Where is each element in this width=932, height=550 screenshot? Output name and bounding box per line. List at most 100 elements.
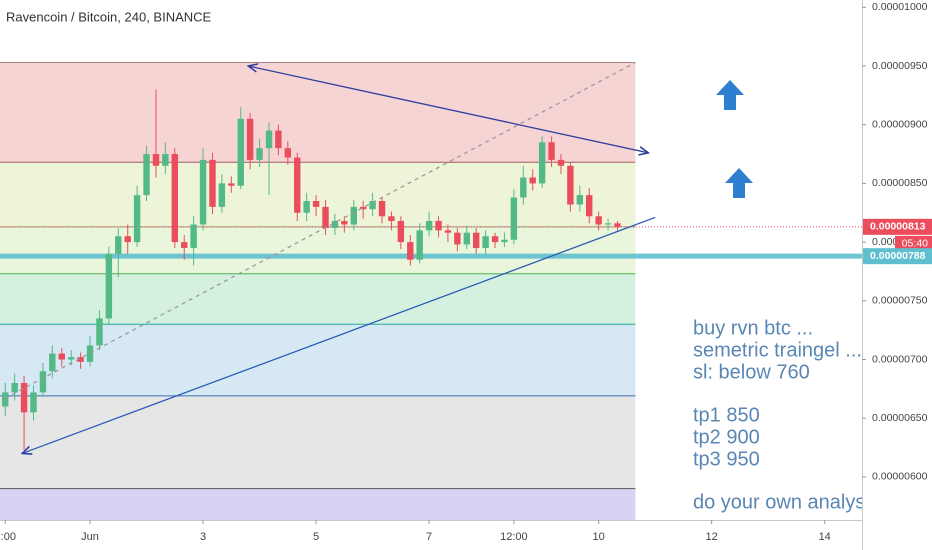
fib-zone — [0, 324, 636, 396]
y-tick-label: 0.00000650 — [872, 412, 928, 424]
x-tick-label: 2:00 — [0, 531, 16, 543]
fib-zone — [0, 162, 636, 227]
fib-zone — [0, 488, 636, 520]
candle-body — [416, 230, 423, 260]
candle-body — [237, 118, 244, 186]
candle-body — [331, 220, 339, 229]
x-tick-label: Jun — [81, 531, 99, 543]
x-tick-label: 7 — [426, 531, 432, 543]
price-label: 0.00000813 — [870, 221, 926, 233]
candle-body — [218, 183, 226, 207]
candle-body — [435, 220, 442, 231]
x-tick-label: 12 — [706, 531, 718, 543]
candle-body — [303, 201, 310, 213]
y-tick-label: 0.00001000 — [872, 1, 928, 13]
candle-body — [246, 118, 254, 160]
y-tick-label: 0.00000950 — [872, 60, 928, 72]
note-text: sl: below 760 — [693, 361, 810, 383]
candle-body — [190, 224, 197, 248]
candle-body — [388, 216, 395, 221]
candle-body — [378, 201, 386, 217]
x-tick-label: 12:00 — [500, 531, 528, 543]
candle-body — [538, 142, 546, 184]
countdown: 05:40 — [902, 238, 928, 250]
candle-body — [586, 195, 593, 217]
candle-body — [359, 206, 367, 210]
fib-zone — [0, 395, 636, 489]
candle-body — [199, 159, 207, 225]
note-text: do your own analys — [693, 491, 865, 513]
plot-area: buy rvn btc ...semetric traingel ...sl: … — [0, 61, 865, 520]
candle-body — [407, 242, 414, 260]
candle-body — [576, 195, 584, 205]
candle-body — [115, 236, 122, 254]
up-arrow-icon — [725, 168, 753, 198]
candle-body — [294, 157, 301, 213]
candle-body — [11, 382, 18, 393]
up-arrow-icon — [716, 80, 744, 110]
candle-body — [275, 130, 282, 149]
note-text: tp2 900 — [693, 426, 760, 448]
candle-body — [341, 220, 348, 225]
candle-body — [39, 371, 47, 393]
x-tick-label: 3 — [200, 531, 206, 543]
y-tick-label: 0.00000850 — [872, 177, 928, 189]
candle-body — [595, 216, 602, 225]
candle-body — [68, 357, 75, 360]
candle-body — [2, 392, 9, 407]
candle-body — [520, 177, 527, 198]
candle-body — [425, 220, 433, 231]
x-tick-label: 10 — [593, 531, 605, 543]
candle-body — [501, 239, 508, 243]
price-label: 0.00000788 — [870, 250, 926, 262]
candle-body — [265, 130, 273, 149]
candle-body — [322, 206, 329, 229]
x-tick-label: 14 — [819, 531, 831, 543]
price-label-box — [863, 218, 932, 235]
candle-body — [312, 201, 320, 207]
y-tick-label: 0.00000700 — [872, 353, 928, 365]
trend-line — [4, 61, 636, 399]
candle-body — [472, 232, 480, 248]
countdown-box — [895, 235, 932, 252]
candle-body — [49, 353, 56, 372]
candle-body — [162, 154, 169, 166]
candle-body — [143, 154, 150, 196]
candle-body — [397, 220, 405, 243]
candle-body — [510, 197, 518, 240]
candle-body — [181, 242, 188, 248]
candle-body — [124, 236, 131, 243]
candle-body — [133, 195, 141, 243]
price-label-box — [863, 248, 932, 265]
y-tick-label: 0.00000900 — [872, 118, 928, 130]
candle-body — [105, 253, 113, 319]
candle-body — [482, 236, 489, 248]
candle-body — [77, 357, 84, 362]
candle-body — [96, 318, 103, 346]
candle-body — [20, 382, 28, 413]
candle-body — [86, 345, 94, 362]
x-tick-label: 5 — [313, 531, 319, 543]
candle-body — [209, 159, 216, 207]
candle-body — [567, 165, 574, 205]
trend-line — [22, 216, 656, 453]
chart-title: Ravencoin / Bitcoin, 240, BINANCE — [6, 9, 212, 24]
candle-body — [30, 392, 37, 413]
fib-zone — [0, 273, 636, 325]
y-tick-label: 0.00000750 — [872, 295, 928, 307]
fib-zone — [0, 226, 636, 274]
note-text: semetric traingel ... — [693, 339, 862, 361]
trend-line — [248, 66, 648, 153]
candle-body — [369, 201, 376, 210]
candle-body — [529, 177, 536, 184]
candle-body — [171, 154, 178, 243]
candle-body — [350, 206, 357, 225]
candle-body — [228, 183, 235, 186]
note-text: tp1 850 — [693, 404, 760, 426]
candle-body — [463, 232, 471, 245]
candle-body — [284, 148, 292, 158]
candle-body — [604, 223, 612, 225]
candle-body — [256, 148, 263, 160]
